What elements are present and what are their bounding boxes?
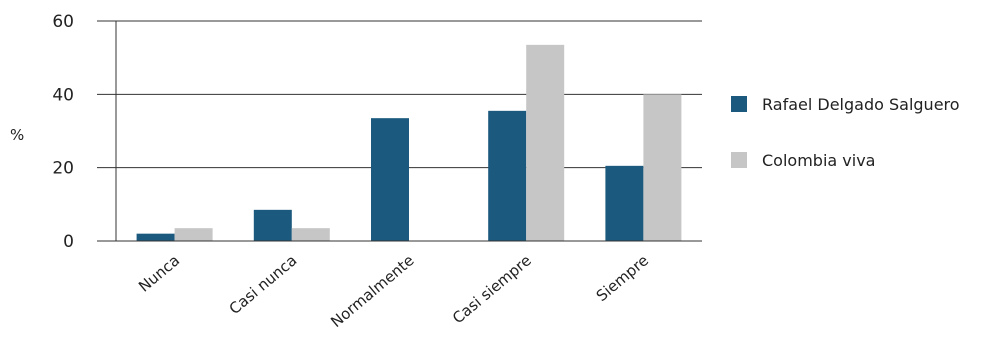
x-tick-labels: Nunca Casi nunca Normalmente Casi siempre Si… xyxy=(135,251,652,331)
bar-series1-3 xyxy=(488,110,527,241)
bar-series1-2 xyxy=(371,118,409,241)
bar-series2-1 xyxy=(291,228,330,241)
bar-series1-4 xyxy=(605,165,644,241)
x-tick-label: Casi siempre xyxy=(449,251,535,327)
legend-swatch xyxy=(731,96,747,112)
x-tick-label: Nunca xyxy=(135,251,183,295)
bar-series2-3 xyxy=(526,44,565,242)
y-tick-label: 60 xyxy=(52,12,74,32)
bar-series2-4 xyxy=(643,94,682,241)
legend: Rafael Delgado Salguero Colombia viva xyxy=(731,95,960,170)
y-tick-labels: 0 20 40 60 xyxy=(52,12,74,252)
bar-series2-0 xyxy=(174,228,213,241)
y-tick-label: 0 xyxy=(63,232,74,252)
legend-swatch xyxy=(731,152,747,168)
y-tick-label: 40 xyxy=(52,85,74,105)
x-tick-label: Siempre xyxy=(593,251,652,305)
bar-series1-1 xyxy=(253,209,292,241)
y-tick-label: 20 xyxy=(52,159,74,179)
bars xyxy=(97,44,702,242)
y-axis-label: % xyxy=(10,126,24,144)
bar-series1-0 xyxy=(136,233,175,241)
legend-label: Rafael Delgado Salguero xyxy=(762,95,960,114)
x-tick-label: Normalmente xyxy=(327,251,417,331)
x-tick-label: Casi nunca xyxy=(226,251,301,318)
legend-label: Colombia viva xyxy=(762,151,875,170)
